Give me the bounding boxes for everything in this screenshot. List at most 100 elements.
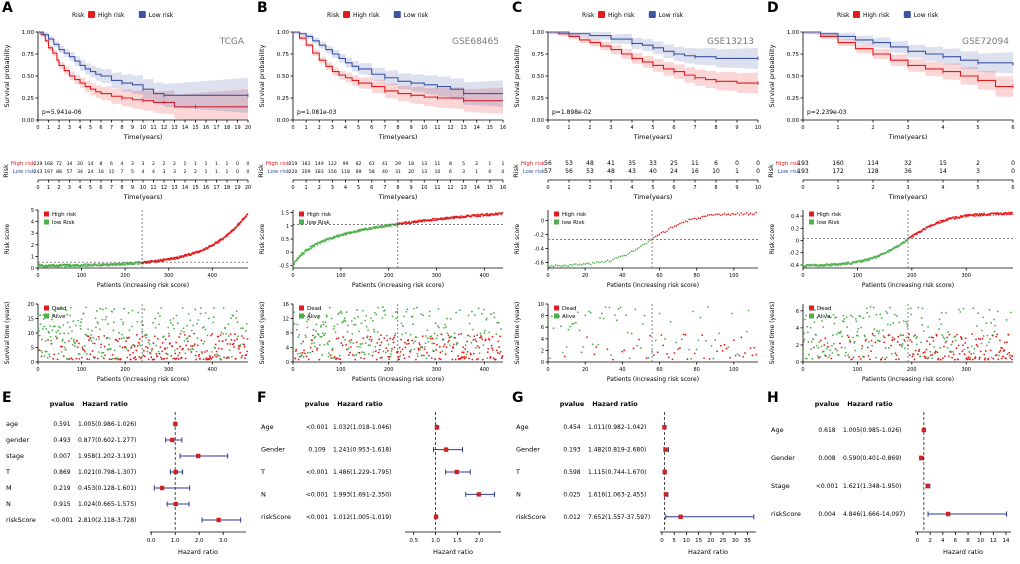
svg-text:Dead: Dead (307, 306, 321, 312)
svg-text:Survival probability: Survival probability (258, 44, 266, 107)
svg-text:183: 183 (315, 169, 324, 175)
risk-score-plot-gse13213: -0.6 -0.4 -0.2 0 0 20 40 60 80 100 Patients (incre… (510, 202, 765, 296)
svg-text:100: 100 (336, 273, 346, 279)
svg-text:High risk: High risk (608, 12, 635, 19)
svg-text:0.25: 0.25 (22, 96, 35, 102)
svg-text:-0.4: -0.4 (789, 263, 799, 269)
svg-text:TCGA: TCGA (219, 37, 245, 47)
svg-text:0.012: 0.012 (563, 514, 580, 521)
svg-text:Hazard ratio: Hazard ratio (337, 400, 383, 408)
svg-text:0: 0 (660, 538, 664, 544)
svg-text:7: 7 (121, 169, 124, 175)
svg-text:57: 57 (544, 168, 552, 175)
svg-text:0: 0 (291, 367, 294, 373)
svg-text:209: 209 (302, 169, 311, 175)
svg-text:6: 6 (1011, 125, 1014, 131)
svg-text:400: 400 (480, 367, 490, 373)
svg-text:0.0: 0.0 (147, 538, 156, 544)
svg-text:0: 0 (291, 125, 294, 131)
svg-text:0: 0 (541, 360, 544, 366)
svg-text:Low risk: Low risk (404, 12, 429, 19)
svg-text:Survival time (years): Survival time (years) (769, 302, 776, 365)
svg-text:53: 53 (565, 160, 573, 167)
svg-text:300: 300 (432, 273, 442, 279)
svg-text:4: 4 (796, 326, 799, 332)
svg-text:0.75: 0.75 (277, 52, 290, 58)
svg-text:High risk: High risk (817, 212, 842, 218)
svg-text:1.024(0.665-1.575): 1.024(0.665-1.575) (78, 501, 136, 508)
svg-text:24: 24 (88, 169, 94, 175)
svg-text:400: 400 (208, 367, 218, 373)
svg-text:Survival time (years): Survival time (years) (514, 302, 521, 365)
svg-text:6: 6 (110, 161, 113, 167)
svg-text:0: 0 (546, 367, 549, 373)
svg-text:Risk: Risk (837, 12, 850, 19)
panel-letter-e: E (2, 390, 12, 406)
svg-text:2.810(2.118-3.728): 2.810(2.118-3.728) (78, 517, 136, 524)
svg-text:56: 56 (544, 160, 552, 167)
svg-text:4: 4 (78, 125, 81, 131)
km-plot-tcga: Risk High risk Low risk 0.00 0.25 0.50 0.75 1.0… (0, 8, 255, 156)
svg-text:0: 0 (801, 125, 804, 131)
svg-text:1: 1 (194, 161, 197, 167)
svg-text:1.115(0.744-1.670): 1.115(0.744-1.670) (588, 469, 646, 476)
svg-text:0: 0 (546, 273, 549, 279)
svg-text:M: M (6, 484, 12, 492)
svg-text:200: 200 (384, 273, 394, 279)
forest-plot-tcga: pvalue Hazard ratio age 0.591 1.005(0.986-1.… (0, 390, 255, 564)
svg-text:1.00: 1.00 (787, 30, 800, 36)
svg-text:0.109: 0.109 (308, 447, 325, 454)
svg-text:8: 8 (120, 125, 123, 131)
svg-text:4: 4 (142, 169, 145, 175)
svg-text:12: 12 (161, 125, 167, 131)
svg-text:15: 15 (939, 160, 947, 167)
svg-text:Alive: Alive (307, 314, 321, 320)
svg-text:200: 200 (120, 273, 130, 279)
svg-text:0: 0 (801, 273, 804, 279)
svg-text:0: 0 (801, 185, 804, 191)
svg-text:Alive: Alive (817, 314, 831, 320)
svg-text:17: 17 (213, 125, 219, 131)
svg-text:220: 220 (289, 169, 298, 175)
svg-text:7: 7 (110, 125, 113, 131)
svg-text:100: 100 (853, 367, 863, 373)
svg-text:Risk: Risk (327, 12, 340, 19)
svg-text:200: 200 (907, 367, 917, 373)
svg-text:6: 6 (796, 309, 799, 315)
svg-text:168: 168 (44, 161, 53, 167)
svg-text:0.915: 0.915 (53, 501, 70, 508)
svg-text:Time(years): Time(years) (123, 193, 163, 201)
svg-text:<0.001: <0.001 (306, 514, 328, 521)
svg-text:0.00: 0.00 (22, 118, 35, 124)
svg-text:12: 12 (283, 317, 289, 323)
svg-text:N: N (261, 490, 266, 498)
svg-text:20: 20 (245, 125, 251, 131)
svg-text:0.00: 0.00 (532, 118, 545, 124)
svg-text:stage: stage (6, 452, 24, 460)
svg-text:<0.001: <0.001 (51, 517, 73, 524)
svg-text:Patients (increasing risk scor: Patients (increasing risk score) (862, 376, 954, 383)
svg-text:Low risk: Low risk (523, 169, 546, 175)
svg-text:High risk: High risk (776, 161, 801, 167)
svg-text:40: 40 (619, 273, 625, 279)
svg-text:2: 2 (541, 348, 544, 354)
svg-text:1.0: 1.0 (171, 538, 180, 544)
svg-text:N: N (6, 500, 11, 508)
svg-text:0.75: 0.75 (22, 52, 35, 58)
svg-text:2: 2 (184, 169, 187, 175)
svg-text:Low risk: Low risk (778, 169, 801, 175)
svg-text:18: 18 (408, 161, 414, 167)
svg-text:3: 3 (142, 161, 145, 167)
svg-text:Risk: Risk (257, 164, 265, 178)
svg-text:300: 300 (961, 367, 971, 373)
svg-text:Risk: Risk (512, 164, 520, 178)
svg-text:0: 0 (796, 360, 799, 366)
svg-text:300: 300 (432, 367, 442, 373)
svg-text:20: 20 (582, 273, 588, 279)
svg-text:6: 6 (449, 169, 452, 175)
svg-text:0.50: 0.50 (787, 74, 800, 80)
svg-text:34: 34 (67, 161, 73, 167)
km_B-svg: Risk High risk Low risk 0.00 0.25 0.50 0.75 1.0… (258, 11, 506, 141)
svg-text:9: 9 (131, 185, 134, 191)
